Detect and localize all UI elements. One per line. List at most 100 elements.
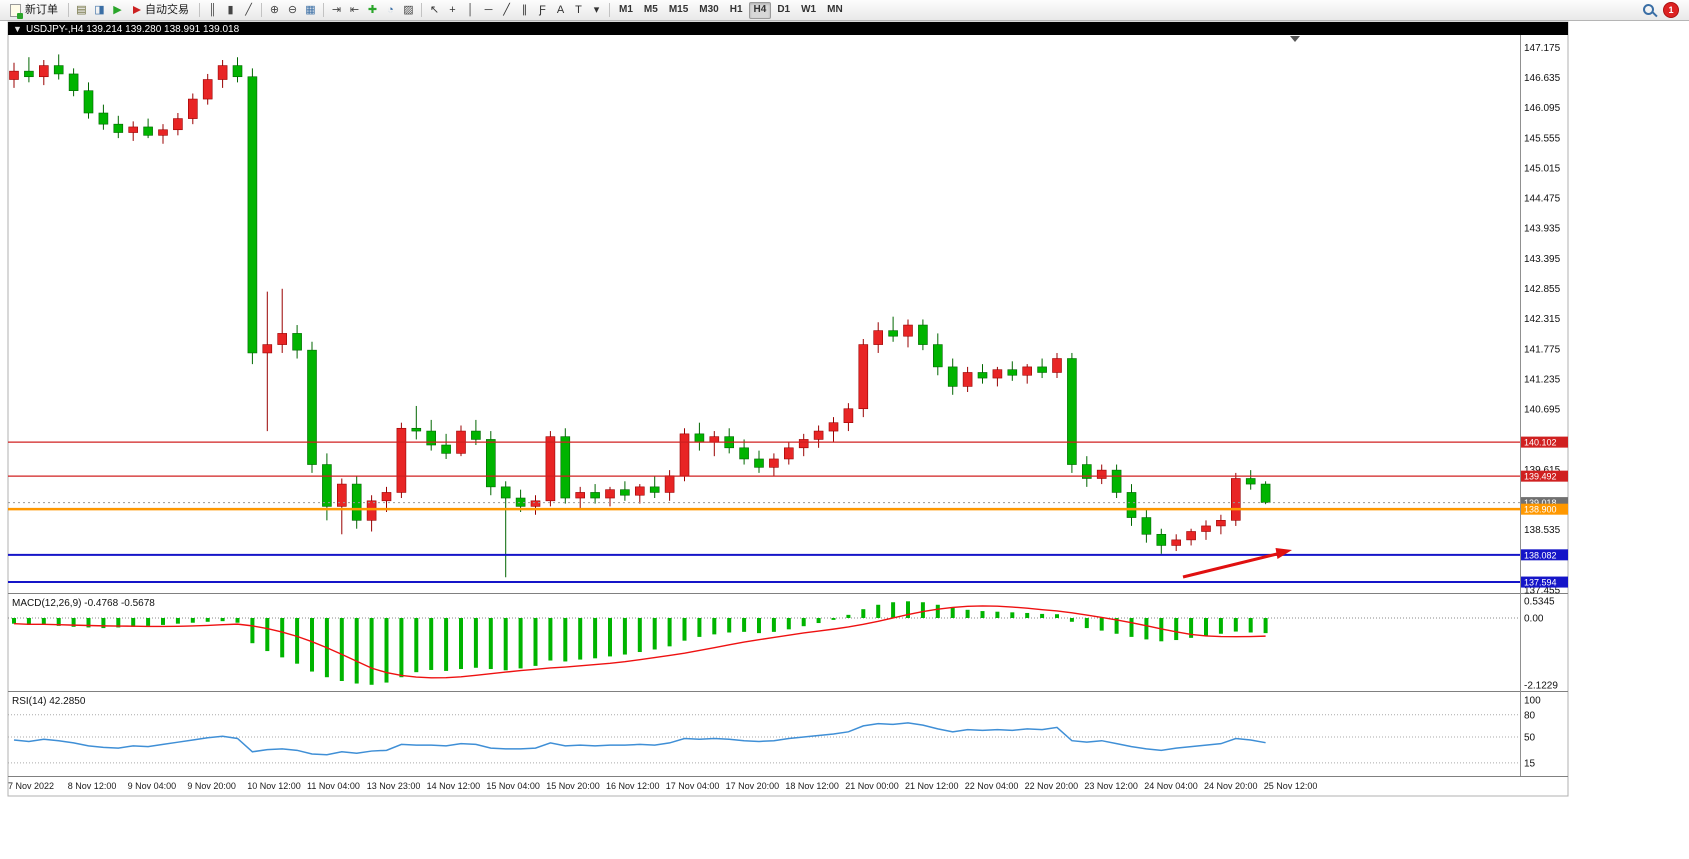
- charts-button[interactable]: ▤: [73, 2, 90, 19]
- autotrade-button[interactable]: 自动交易: [127, 2, 195, 19]
- templates-button[interactable]: ▨: [400, 2, 417, 19]
- horizontal-line-button[interactable]: ─: [480, 2, 497, 19]
- new-order-button[interactable]: 新订单: [4, 2, 64, 19]
- rsi-label: RSI(14) 42.2850: [12, 696, 86, 707]
- templates-icon: ▨: [403, 3, 414, 16]
- candle: [1037, 366, 1047, 373]
- timeframe-w1-button[interactable]: W1: [796, 2, 821, 19]
- one-click-dropdown-icon[interactable]: ▼: [13, 24, 22, 34]
- text-button[interactable]: A: [552, 2, 569, 19]
- tile-windows-button[interactable]: ▦: [302, 2, 319, 19]
- time-label: 17 Nov 20:00: [726, 781, 780, 791]
- indicators-button[interactable]: ✚: [364, 2, 381, 19]
- candle: [1126, 492, 1137, 518]
- candle: [396, 427, 407, 493]
- time-axis[interactable]: 7 Nov 2022 8 Nov 12:00 9 Nov 04:00 9 Nov 20…: [8, 781, 1317, 791]
- search-icon[interactable]: [1643, 3, 1656, 17]
- candle: [485, 439, 496, 488]
- candle: [1141, 517, 1152, 535]
- zoom-in-button[interactable]: ⊕: [266, 2, 283, 19]
- svg-text:-2.1229: -2.1229: [1524, 680, 1558, 691]
- zoom-out-button[interactable]: ⊖: [284, 2, 301, 19]
- channel-icon: ∥: [521, 3, 528, 16]
- auto-scroll-button[interactable]: ⇥: [328, 2, 345, 19]
- time-label: 11 Nov 04:00: [307, 781, 360, 791]
- notification-badge[interactable]: 1: [1663, 2, 1679, 18]
- rsi-line: [13, 722, 1266, 756]
- symbol-header: ▼ USDJPY-,H4 139.214 139.280 138.991 139.…: [8, 22, 1568, 42]
- candle: [351, 483, 362, 521]
- candle: [24, 70, 34, 78]
- time-label: 15 Nov 20:00: [546, 781, 600, 791]
- profiles-icon: ◨: [94, 3, 105, 16]
- toolbar-separator: [323, 3, 324, 17]
- candle: [471, 430, 481, 440]
- candle: [858, 344, 869, 410]
- toolbar-separator: [199, 3, 200, 17]
- macd-label: MACD(12,26,9) -0.4768 -0.5678: [12, 598, 155, 609]
- new-order-label: 新订单: [25, 3, 58, 16]
- candle: [426, 430, 437, 446]
- bar-chart-button[interactable]: ║: [204, 2, 221, 19]
- svg-text:146.095: 146.095: [1524, 103, 1561, 114]
- time-label: 10 Nov 12:00: [247, 781, 301, 791]
- timeframe-mn-button[interactable]: MN: [822, 2, 848, 19]
- candle: [1260, 483, 1271, 503]
- timeframe-m15-button[interactable]: M15: [664, 2, 693, 19]
- fibonacci-icon: Ƒ: [539, 3, 546, 16]
- candle: [68, 73, 79, 91]
- svg-text:145.015: 145.015: [1524, 163, 1561, 174]
- play-button[interactable]: ▶: [109, 2, 126, 19]
- zoom-out-icon: ⊖: [287, 3, 298, 16]
- candle: [664, 475, 675, 493]
- svg-text:80: 80: [1524, 710, 1536, 721]
- crosshair-button[interactable]: +: [444, 2, 461, 19]
- timeframe-m1-button[interactable]: M1: [614, 2, 638, 19]
- vertical-line-button[interactable]: │: [462, 2, 479, 19]
- label-icon: T: [575, 3, 582, 16]
- candle: [173, 118, 183, 131]
- indicators-icon: ✚: [367, 3, 378, 16]
- trendline-button[interactable]: ╱: [498, 2, 515, 19]
- time-label: 7 Nov 2022: [8, 781, 54, 791]
- candle: [1216, 520, 1226, 527]
- fibonacci-button[interactable]: Ƒ: [534, 2, 551, 19]
- timeframe-m5-button[interactable]: M5: [639, 2, 663, 19]
- chart-shift-button[interactable]: ⇤: [346, 2, 363, 19]
- symbol-title: USDJPY-,H4 139.214 139.280 138.991 139.0…: [26, 24, 240, 35]
- timeframe-h1-button[interactable]: H1: [725, 2, 748, 19]
- tile-windows-icon: ▦: [305, 3, 316, 16]
- time-label: 22 Nov 04:00: [965, 781, 1019, 791]
- time-label: 13 Nov 23:00: [367, 781, 421, 791]
- candle: [247, 76, 258, 354]
- periods-button[interactable]: ◔: [382, 2, 399, 19]
- toolbar-separator: [421, 3, 422, 17]
- candle: [1186, 531, 1196, 541]
- svg-text:146.635: 146.635: [1524, 73, 1561, 84]
- candlestick-button[interactable]: ▮: [222, 2, 239, 19]
- candle: [798, 439, 809, 449]
- channel-button[interactable]: ∥: [516, 2, 533, 19]
- autotrade-label: 自动交易: [145, 3, 189, 16]
- autotrade-icon: [133, 6, 141, 14]
- arrows-button[interactable]: ▾: [588, 2, 605, 19]
- label-button[interactable]: T: [570, 2, 587, 19]
- macd-panel: MACD(12,26,9) -0.4768 -0.5678 0.5345 0.00 -…: [8, 597, 1558, 691]
- candle: [143, 126, 153, 136]
- profiles-button[interactable]: ◨: [91, 2, 108, 19]
- chart-tools-group: ⇥ ⇤ ✚ ◔ ▨: [328, 2, 417, 19]
- timeframe-h4-button[interactable]: H4: [748, 1, 772, 19]
- cursor-button[interactable]: ↖: [426, 2, 443, 19]
- svg-text:145.555: 145.555: [1524, 133, 1561, 144]
- timeframe-m30-button[interactable]: M30: [694, 2, 723, 19]
- candle: [918, 324, 928, 345]
- line-chart-button[interactable]: ╱: [240, 2, 257, 19]
- candle: [188, 98, 198, 119]
- support-arrow-annotation[interactable]: [1182, 548, 1292, 579]
- timeframe-d1-button[interactable]: D1: [772, 2, 795, 19]
- candle: [381, 492, 392, 502]
- candle: [98, 112, 109, 125]
- svg-text:139.492: 139.492: [1524, 472, 1557, 482]
- candle: [158, 129, 168, 136]
